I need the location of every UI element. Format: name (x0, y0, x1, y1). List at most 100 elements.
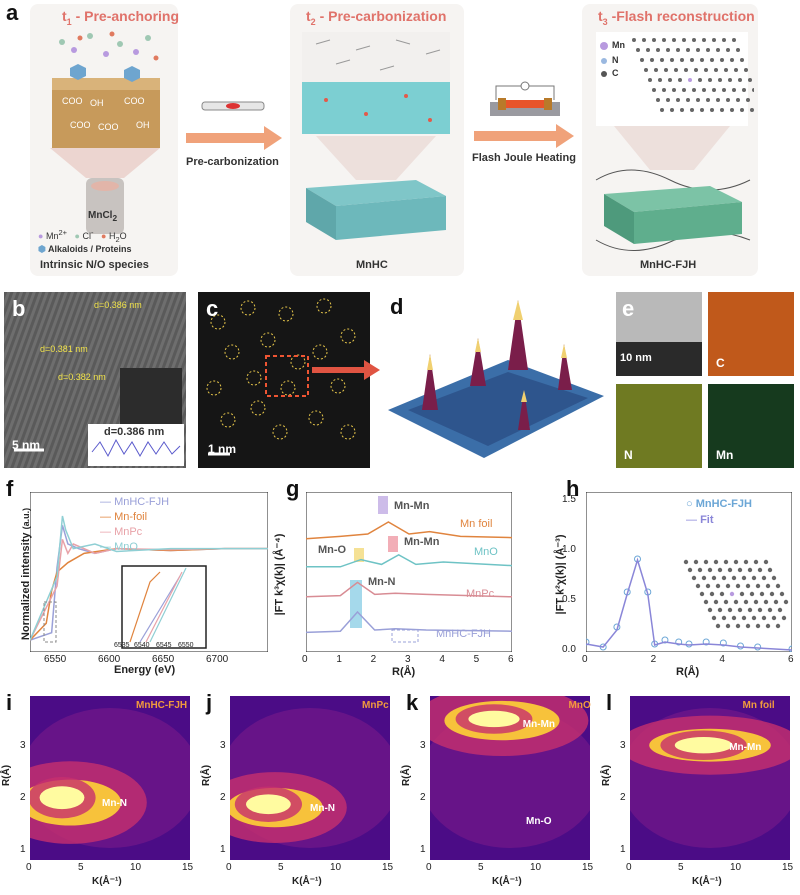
lattice-atom (682, 88, 686, 92)
h-lattice-atom (767, 567, 773, 573)
g-series-Mn foil (306, 521, 512, 540)
g-xlabel: R(Å) (392, 666, 416, 678)
panel-e-map-c (708, 292, 794, 376)
h-lattice-atom (723, 599, 729, 605)
wt-ytick-l-0: 1 (620, 844, 626, 855)
h-lattice-atom (721, 575, 727, 581)
h-fit-line (586, 557, 792, 651)
wt-ylabel-i: R(Å) (1, 764, 13, 787)
panel-letter-c: c (206, 296, 219, 321)
f-inset-series (145, 571, 183, 643)
lattice-atom (732, 88, 736, 92)
h-ytick-0: 0.0 (562, 644, 576, 655)
h-lattice-atom (775, 583, 781, 589)
haadf-dots (206, 298, 356, 456)
panel-letter-g: g (286, 476, 300, 501)
wt-xtick-k-2: 10 (530, 862, 542, 873)
g-ann-mno: Mn-O (318, 544, 347, 556)
f-legend-2: — MnPc (100, 526, 143, 538)
lattice-atom (666, 98, 670, 102)
lattice-atom (730, 108, 734, 112)
wt-bond-l: Mn-Mn (729, 741, 762, 753)
lattice-atom (692, 88, 696, 92)
f-inset-series (129, 571, 161, 643)
h-lattice-atom (703, 599, 709, 605)
h-lattice-atom (757, 567, 763, 573)
h-lattice-atom (751, 615, 757, 621)
h-lattice-atom (739, 591, 745, 597)
f-xlabel: Energy (eV) (114, 664, 176, 676)
h-lattice-atom (725, 583, 731, 589)
h-lattice-atom (723, 559, 729, 565)
lattice-atom (692, 38, 696, 42)
f-inset-xtick-2: 6545 (156, 642, 172, 649)
lattice-atom (646, 48, 650, 52)
h-lattice-atom (711, 575, 717, 581)
panel-e-scale: 10 nm (620, 352, 652, 364)
lattice-atom (710, 108, 714, 112)
step2-title: t2 - Pre-carbonization (306, 8, 447, 27)
h-lattice-atom (707, 567, 713, 573)
h-data-point (788, 645, 792, 652)
wt-xtick-i-0: 0 (26, 862, 32, 873)
caption-intrinsic: Intrinsic N/O species (40, 259, 149, 271)
h-ytick-1: 0.5 (562, 594, 576, 605)
wt-ytick-l-2: 3 (620, 740, 626, 751)
h-lattice-atom (751, 575, 757, 581)
g-ann-mnmn-1: Mn-Mn (394, 500, 430, 512)
g-xtick-4: 4 (439, 654, 445, 665)
h-lattice-atom (687, 567, 693, 573)
tube-furnace-icon (201, 101, 265, 111)
lattice-atom (678, 78, 682, 82)
lattice-atom (690, 58, 694, 62)
atom-highlight-circle (316, 298, 332, 314)
h-lattice-atom (781, 615, 787, 621)
wt-heatmap-svg (230, 696, 390, 860)
g-legend-2: MnPc (466, 588, 495, 600)
lattice-atom (704, 68, 708, 72)
wt-ytick-k-0: 1 (420, 844, 426, 855)
wt-xlabel-l: K(Å⁻¹) (692, 876, 722, 887)
h-lattice-atom (727, 567, 733, 573)
step3-title: t3 -Flash reconstruction (598, 8, 755, 27)
atom-highlight-circle (330, 378, 346, 394)
wt-xtick-k-0: 0 (426, 862, 432, 873)
wt-xtick-i-1: 5 (78, 862, 84, 873)
panel-b-scale: 5 nm (12, 438, 41, 452)
h-xtick-2: 4 (719, 654, 725, 665)
wt-title-i: MnHC-FJH (136, 700, 188, 711)
lattice-atom (662, 38, 666, 42)
wt-xtick-j-0: 0 (226, 862, 232, 873)
atom-highlight-circle (210, 314, 226, 330)
lattice-atom (688, 78, 692, 82)
g-xtick-6: 6 (508, 654, 514, 665)
h-lattice-atom (759, 591, 765, 597)
arrow-1-icon (186, 126, 282, 150)
wt-ytick-k-1: 2 (420, 792, 426, 803)
group-oh-2: OH (136, 120, 150, 130)
h-lattice-atom (753, 559, 759, 565)
atom-highlight-circle (340, 424, 356, 440)
lattice-atom (648, 78, 652, 82)
h-lattice-atom (709, 591, 715, 597)
h-lattice-atom (691, 575, 697, 581)
lattice-atom (672, 38, 676, 42)
wt-xtick-j-2: 10 (330, 862, 342, 873)
h-lattice-atom (783, 599, 789, 605)
lattice-atom (734, 68, 738, 72)
flash-joule-device-icon (490, 81, 560, 116)
mnhc-illustration (302, 32, 450, 240)
lattice-atom (702, 38, 706, 42)
h-lattice-atom (697, 567, 703, 573)
panel-e-haadf (616, 292, 702, 376)
lattice-atom (706, 48, 710, 52)
atom-legend-c: C (612, 68, 619, 78)
g-legend-3: MnHC-FJH (436, 628, 491, 640)
wt-xlabel-i: K(Å⁻¹) (92, 876, 122, 887)
f-legend-1: — Mn-foil (100, 511, 148, 523)
lattice-atom (656, 98, 660, 102)
lattice-atom (684, 68, 688, 72)
h-lattice-atom (725, 623, 731, 629)
lattice-atom (694, 68, 698, 72)
wt-xtick-j-1: 5 (278, 862, 284, 873)
